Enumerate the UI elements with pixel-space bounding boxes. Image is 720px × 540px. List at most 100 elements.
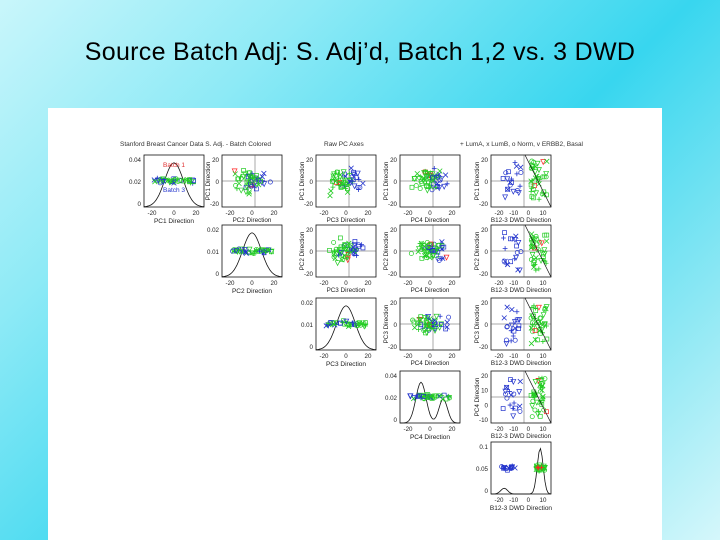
- data-point: [504, 395, 510, 401]
- data-point: [543, 171, 550, 178]
- data-point: [500, 176, 506, 181]
- x-tick-label: -20: [495, 497, 505, 504]
- data-point: [507, 182, 513, 188]
- y-tick-label: 0: [394, 322, 398, 329]
- data-point: [516, 326, 521, 331]
- data-point: [336, 252, 341, 258]
- data-point: [503, 341, 510, 348]
- y-axis-label: PC1 Direction: [299, 161, 306, 200]
- x-tick-label: -20: [495, 426, 505, 433]
- data-point: [537, 315, 543, 321]
- data-point: [543, 238, 550, 244]
- data-point: [239, 249, 245, 255]
- data-point: [517, 378, 523, 385]
- data-point: [502, 258, 508, 265]
- data-point: [528, 182, 534, 188]
- data-point: [500, 406, 506, 411]
- data-point: [512, 337, 518, 343]
- data-point: [340, 169, 347, 176]
- data-point: [510, 333, 516, 339]
- data-point: [516, 323, 522, 329]
- data-point: [531, 195, 536, 201]
- data-point: [347, 179, 354, 186]
- data-point: [506, 169, 511, 175]
- data-point: [541, 174, 547, 180]
- data-point: [418, 395, 424, 401]
- x-axis-label: PC3 Direction: [327, 217, 366, 224]
- data-point: [502, 464, 508, 470]
- data-point: [424, 395, 430, 400]
- data-point: [503, 384, 510, 391]
- data-point: [536, 327, 543, 334]
- data-point: [543, 192, 549, 198]
- y-axis-label: PC1 Direction: [205, 161, 212, 200]
- data-point: [534, 236, 540, 242]
- data-point: [535, 304, 542, 311]
- data-point: [528, 257, 534, 263]
- data-point: [427, 255, 433, 261]
- data-point: [532, 379, 539, 385]
- y-tick-label: 0: [485, 402, 489, 409]
- data-point: [423, 255, 429, 260]
- data-point: [436, 171, 442, 177]
- x-tick-label: 20: [449, 353, 456, 360]
- y-tick-label: 20: [306, 227, 313, 234]
- data-point: [447, 395, 453, 401]
- data-point: [439, 245, 445, 252]
- data-point: [419, 246, 425, 252]
- y-tick-label: 0.01: [301, 322, 314, 329]
- data-point: [424, 239, 430, 245]
- data-point: [334, 260, 341, 267]
- data-point: [503, 170, 509, 176]
- y-tick-label: 0: [485, 488, 489, 495]
- data-point: [508, 328, 514, 334]
- data-point: [423, 169, 428, 175]
- data-point: [412, 324, 418, 331]
- data-point: [267, 179, 273, 185]
- data-point: [530, 398, 536, 404]
- data-point: [411, 319, 417, 325]
- data-point: [533, 190, 540, 197]
- data-point: [351, 171, 357, 177]
- data-point: [538, 248, 544, 254]
- data-point: [327, 248, 332, 253]
- data-point: [536, 266, 542, 272]
- x-tick-label: -20: [320, 280, 330, 287]
- data-point: [446, 393, 452, 399]
- data-point: [508, 259, 514, 265]
- data-point: [516, 317, 523, 324]
- data-point: [178, 178, 184, 184]
- data-point: [440, 255, 446, 262]
- data-point: [338, 250, 345, 257]
- data-point: [532, 336, 539, 343]
- data-point: [515, 190, 522, 197]
- x-tick-label: -20: [404, 280, 414, 287]
- data-point: [187, 177, 193, 182]
- data-point: [409, 184, 415, 190]
- y-tick-label: 0: [485, 322, 489, 329]
- data-point: [504, 337, 509, 343]
- data-point: [167, 177, 173, 184]
- y-axis-label: PC4 Direction: [474, 377, 481, 416]
- data-point: [508, 322, 515, 329]
- data-point: [437, 168, 443, 174]
- slide-title: Source Batch Adj: S. Adj’d, Batch 1,2 vs…: [84, 38, 636, 66]
- x-tick-label: -10: [509, 426, 519, 433]
- data-point: [505, 186, 510, 192]
- data-point: [513, 254, 519, 261]
- data-point: [536, 408, 541, 414]
- data-point: [502, 246, 508, 251]
- data-point: [501, 235, 506, 241]
- legend-batch3: Batch 3: [163, 187, 185, 194]
- x-tick-label: 0: [344, 280, 348, 287]
- data-point: [253, 175, 259, 181]
- data-point: [238, 187, 245, 194]
- data-point: [331, 239, 337, 245]
- x-tick-label: 20: [449, 426, 456, 433]
- x-tick-label: -20: [404, 210, 414, 217]
- figure-panel: Stanford Breast Cancer Data S. Adj. - Ba…: [48, 108, 662, 540]
- x-tick-label: 10: [540, 280, 547, 287]
- data-point: [241, 171, 248, 178]
- data-point: [544, 232, 550, 238]
